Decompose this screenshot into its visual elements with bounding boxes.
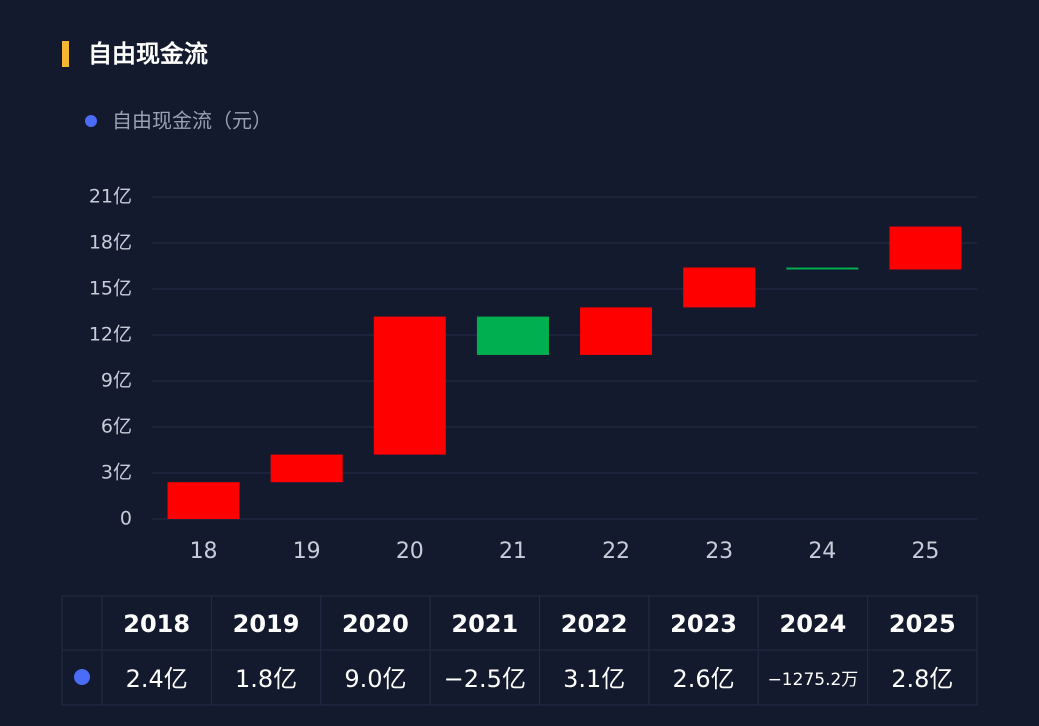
table-header: 2025: [889, 610, 956, 638]
table-value: 2.6亿: [672, 665, 734, 693]
table-value: −1275.2万: [768, 670, 859, 690]
y-tick-label: 21亿: [89, 186, 132, 208]
legend-label: 自由现金流（元）: [112, 109, 272, 133]
x-tick-label: 20: [396, 539, 424, 564]
x-tick-label: 19: [293, 539, 321, 564]
y-tick-label: 12亿: [89, 324, 132, 346]
bar: [786, 267, 859, 270]
table-header: 2022: [561, 610, 628, 638]
table-value: 2.8亿: [891, 665, 953, 693]
x-tick-label: 18: [190, 539, 218, 564]
y-tick-label: 6亿: [101, 416, 132, 438]
table-header: 2024: [780, 610, 847, 638]
table-value: −2.5亿: [444, 665, 526, 693]
bar: [683, 267, 756, 308]
table-header: 2020: [342, 610, 409, 638]
y-tick-label: 0: [120, 508, 132, 530]
x-tick-label: 24: [808, 539, 836, 564]
title-marker: [62, 41, 69, 67]
legend-marker: [85, 115, 97, 127]
bar: [167, 482, 240, 519]
table-value: 1.8亿: [235, 665, 297, 693]
table-header: 2021: [451, 610, 518, 638]
table-header: 2023: [670, 610, 737, 638]
table-value: 2.4亿: [126, 665, 188, 693]
y-tick-label: 9亿: [101, 370, 132, 392]
bar: [270, 454, 343, 483]
table-value: 9.0亿: [344, 665, 406, 693]
x-tick-label: 23: [705, 539, 733, 564]
table-value: 3.1亿: [563, 665, 625, 693]
x-tick-label: 25: [911, 539, 939, 564]
bar: [373, 316, 446, 455]
x-tick-label: 22: [602, 539, 630, 564]
bar: [476, 316, 549, 355]
table-header: 2019: [233, 610, 300, 638]
y-tick-label: 18亿: [89, 232, 132, 254]
bar: [580, 307, 653, 355]
y-tick-label: 15亿: [89, 278, 132, 300]
y-tick-label: 3亿: [101, 462, 132, 484]
x-tick-label: 21: [499, 539, 527, 564]
table-header: 2018: [123, 610, 190, 638]
bar: [889, 226, 962, 270]
chart-title: 自由现金流: [88, 40, 208, 68]
table-legend-marker: [74, 669, 90, 685]
